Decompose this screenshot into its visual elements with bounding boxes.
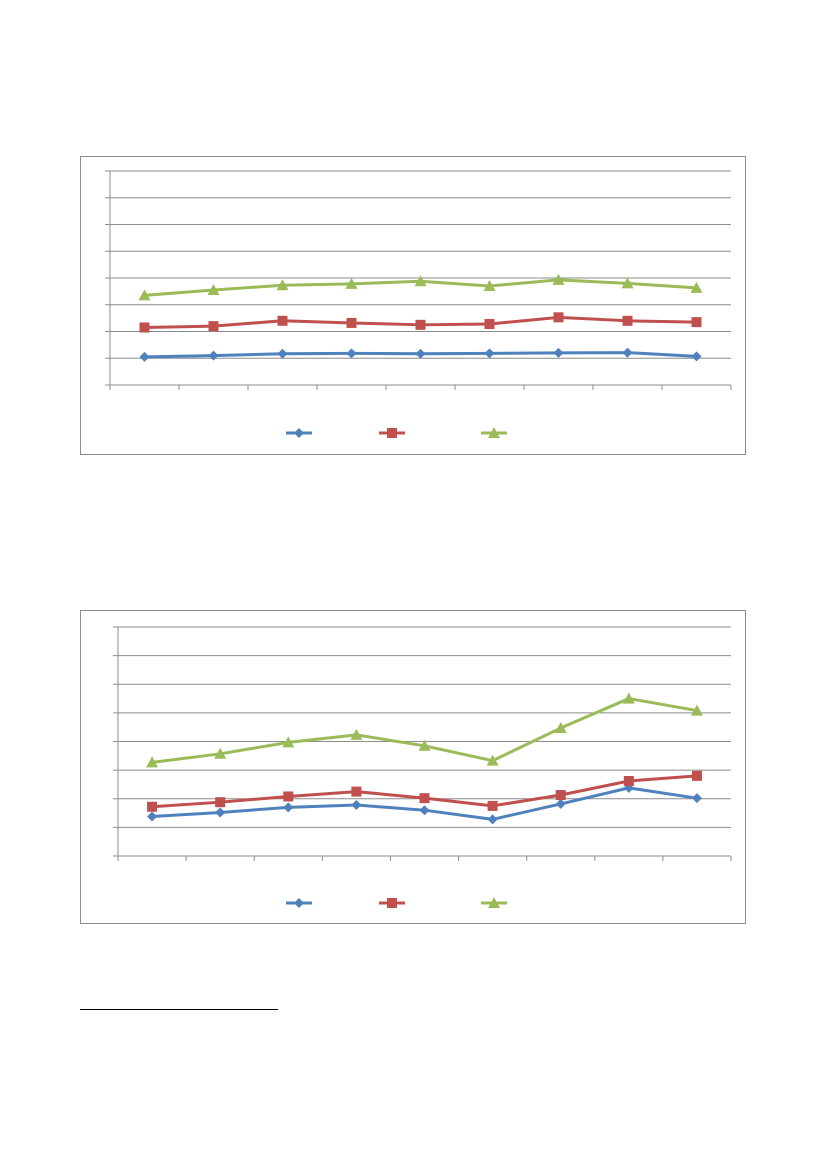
series-3-point <box>690 704 703 716</box>
series-1-point <box>215 807 226 818</box>
series-1-point <box>346 348 357 359</box>
series-3-point <box>146 756 159 768</box>
series-3-point <box>345 277 358 289</box>
series-2-point <box>691 770 702 781</box>
series-1-point <box>139 351 150 362</box>
series-1-point <box>691 351 702 362</box>
series-3-point <box>552 273 565 285</box>
legend-series-2-marker <box>387 898 397 908</box>
series-2-point <box>215 797 226 808</box>
series-2-point <box>346 317 357 328</box>
series-1-point <box>283 802 294 813</box>
series-1-point <box>419 805 430 816</box>
series-2-point <box>555 790 566 801</box>
series-2-point <box>622 315 633 326</box>
series-2-point <box>139 322 150 333</box>
series-1-point <box>351 800 362 811</box>
series-3-point <box>554 722 567 734</box>
series-3-point <box>622 692 635 704</box>
series-1-point <box>553 347 564 358</box>
footnote-separator <box>80 1009 278 1010</box>
series-3-point <box>138 289 151 301</box>
series-1-point <box>277 348 288 359</box>
series-1-point <box>147 811 158 822</box>
legend-series-3-marker <box>488 897 500 908</box>
series-2-point <box>691 317 702 328</box>
legend-series-1-marker <box>294 898 304 908</box>
line-chart-2-svg <box>113 626 732 908</box>
series-1-point <box>555 798 566 809</box>
series-1-point <box>415 348 426 359</box>
series-3-point <box>276 279 289 291</box>
series-2-point <box>351 786 362 797</box>
series-1-point <box>484 348 495 359</box>
series-3-point <box>690 281 703 293</box>
series-2-point <box>208 321 219 332</box>
line-chart-1 <box>80 156 746 455</box>
series-2-point <box>623 776 634 787</box>
legend-series-1-marker <box>294 428 304 438</box>
series-2-point <box>277 315 288 326</box>
series-2-point <box>553 312 564 323</box>
series-1-point <box>622 347 633 358</box>
series-3-point <box>483 280 496 292</box>
line-chart-2 <box>80 610 746 924</box>
series-3-point <box>207 284 220 296</box>
series-2-point <box>487 800 498 811</box>
series-2-point <box>415 319 426 330</box>
series-3-point <box>350 728 363 740</box>
legend-series-3-marker <box>488 427 500 438</box>
line-chart-1-svg <box>105 170 732 438</box>
series-3-point <box>282 736 295 748</box>
series-1-point <box>487 814 498 825</box>
series-3-point <box>486 754 499 766</box>
series-3-point <box>621 277 634 289</box>
series-3-point <box>214 747 227 759</box>
series-2-point <box>283 791 294 802</box>
series-1-point <box>691 793 702 804</box>
series-2-point <box>147 801 158 812</box>
series-2-point <box>419 793 430 804</box>
legend-series-2-marker <box>387 428 397 438</box>
series-3-point <box>418 739 431 751</box>
series-2-point <box>484 319 495 330</box>
series-3-point <box>414 275 427 287</box>
series-3-line <box>151 697 698 764</box>
series-1-point <box>208 350 219 361</box>
